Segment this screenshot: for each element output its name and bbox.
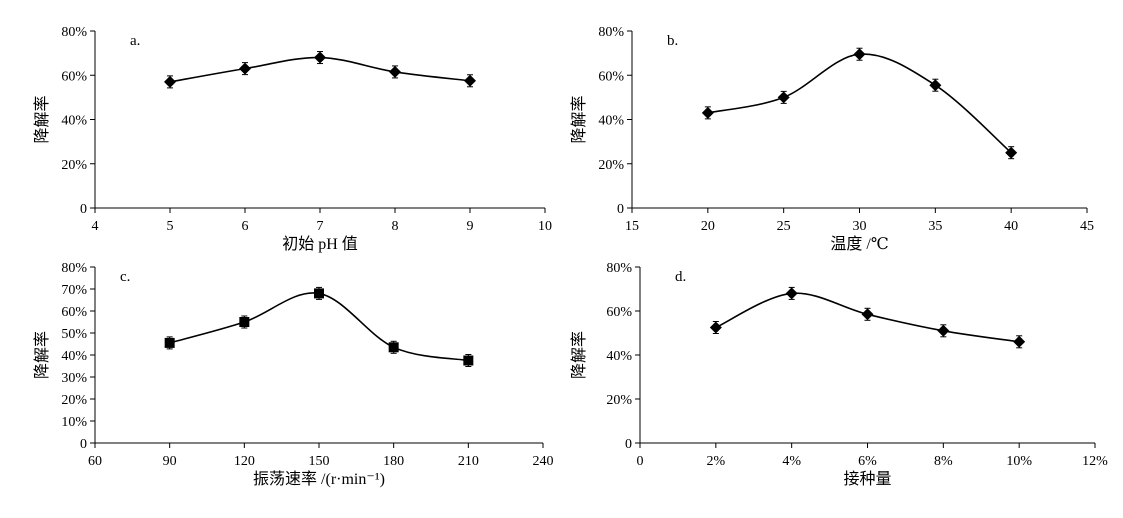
data-point-diamond: [389, 65, 401, 78]
y-tick-label: 0: [80, 437, 87, 452]
data-point-diamond: [853, 48, 866, 61]
data-point-diamond: [861, 308, 874, 321]
panel-label: a.: [130, 33, 140, 49]
chart-panel-3: 60 90 120 150 180 210 240 0 10% 20% 30% 40% 50% 60% 70…: [33, 261, 554, 488]
x-tick-label: 210: [458, 454, 479, 469]
x-tick-label: 15: [625, 219, 639, 234]
x-axis-title: 接种量: [843, 470, 891, 488]
x-tick-label: 35: [928, 219, 942, 234]
data-point-diamond: [785, 287, 798, 300]
y-tick-label: 20%: [598, 158, 624, 173]
y-tick-label: 30%: [61, 371, 87, 386]
series-line: [707, 53, 1012, 154]
x-tick-label: 6: [242, 219, 249, 234]
y-axis-title: 降解率: [570, 331, 588, 379]
data-point-square: [463, 355, 474, 366]
y-tick-label: 0: [625, 437, 632, 452]
chart-panel-1: 4 5 6 7 8 9 10 0 20% 40% 60% 80% 初始 pH 值 降解率 a.: [33, 25, 552, 253]
data-point-diamond: [1013, 335, 1026, 348]
chart-panel-4: 0 2% 4% 6% 8% 10% 12% 0 20% 40% 60% 80% 接种量 降解率 d.: [570, 261, 1108, 488]
y-tick-label: 80%: [606, 261, 632, 276]
data-point-diamond: [164, 75, 176, 88]
x-tick-label: 4%: [782, 454, 801, 469]
x-tick-label: 8%: [934, 454, 953, 469]
panel-label: b.: [667, 33, 678, 49]
data-point-diamond: [701, 106, 714, 119]
y-tick-label: 50%: [61, 327, 87, 342]
x-tick-label: 0: [637, 454, 644, 469]
panel-label: c.: [120, 269, 130, 285]
y-tick-label: 20%: [61, 393, 87, 408]
x-axis-title: 初始 pH 值: [282, 235, 358, 253]
y-tick-label: 40%: [61, 349, 87, 364]
chart-panel-2: 15 20 25 30 35 40 45 0 20% 40% 60% 80% 温度 /℃ 降解率 b.: [570, 25, 1094, 253]
x-tick-label: 2%: [706, 454, 725, 469]
x-tick-label: 180: [383, 454, 404, 469]
x-tick-label: 9: [467, 219, 474, 234]
data-point-square: [239, 317, 250, 327]
y-tick-label: 20%: [61, 158, 87, 173]
data-point-diamond: [929, 79, 942, 92]
series-line: [169, 292, 469, 362]
y-tick-label: 40%: [61, 114, 87, 129]
x-tick-label: 4: [92, 219, 99, 234]
data-point-square: [314, 288, 324, 299]
x-tick-label: 5: [167, 219, 174, 234]
y-tick-label: 60%: [598, 69, 624, 84]
y-tick-label: 10%: [61, 415, 87, 430]
x-tick-label: 25: [777, 219, 791, 234]
x-axis-title: 温度 /℃: [830, 235, 888, 253]
x-tick-label: 240: [533, 454, 554, 469]
y-tick-label: 80%: [61, 261, 87, 276]
x-tick-label: 60: [88, 454, 102, 469]
x-tick-label: 10: [538, 219, 552, 234]
y-tick-label: 70%: [61, 283, 87, 298]
data-point-square: [388, 342, 399, 353]
y-tick-label: 80%: [598, 25, 624, 40]
y-tick-label: 80%: [61, 25, 87, 40]
data-point-diamond: [709, 321, 722, 334]
y-tick-label: 40%: [598, 114, 624, 129]
x-tick-label: 6%: [858, 454, 877, 469]
x-tick-label: 40: [1004, 219, 1018, 234]
y-tick-label: 60%: [61, 305, 87, 320]
x-tick-label: 45: [1080, 219, 1094, 234]
y-tick-label: 20%: [606, 393, 632, 408]
y-axis-title: 降解率: [570, 95, 588, 143]
x-tick-label: 30: [853, 219, 867, 234]
y-axis-title: 降解率: [33, 331, 51, 379]
y-tick-label: 0: [617, 202, 624, 217]
x-tick-label: 7: [317, 219, 324, 234]
data-point-diamond: [937, 324, 950, 337]
x-tick-label: 8: [392, 219, 399, 234]
x-tick-label: 120: [234, 454, 255, 469]
y-axis-title: 降解率: [33, 95, 51, 143]
data-point-diamond: [464, 74, 476, 87]
data-point-diamond: [314, 51, 326, 64]
x-axis-title: 振荡速率 /(r·min⁻¹): [253, 470, 385, 488]
x-tick-label: 10%: [1006, 454, 1032, 469]
x-tick-label: 20: [701, 219, 715, 234]
x-tick-label: 90: [163, 454, 177, 469]
y-tick-label: 60%: [606, 305, 632, 320]
x-tick-label: 12%: [1082, 454, 1108, 469]
data-point-diamond: [239, 62, 251, 75]
y-tick-label: 0: [80, 202, 87, 217]
data-point-diamond: [1005, 146, 1018, 159]
data-point-diamond: [777, 91, 790, 104]
y-tick-label: 40%: [606, 349, 632, 364]
y-tick-label: 60%: [61, 69, 87, 84]
x-tick-label: 150: [309, 454, 330, 469]
panel-label: d.: [675, 269, 686, 285]
data-point-square: [164, 337, 175, 348]
